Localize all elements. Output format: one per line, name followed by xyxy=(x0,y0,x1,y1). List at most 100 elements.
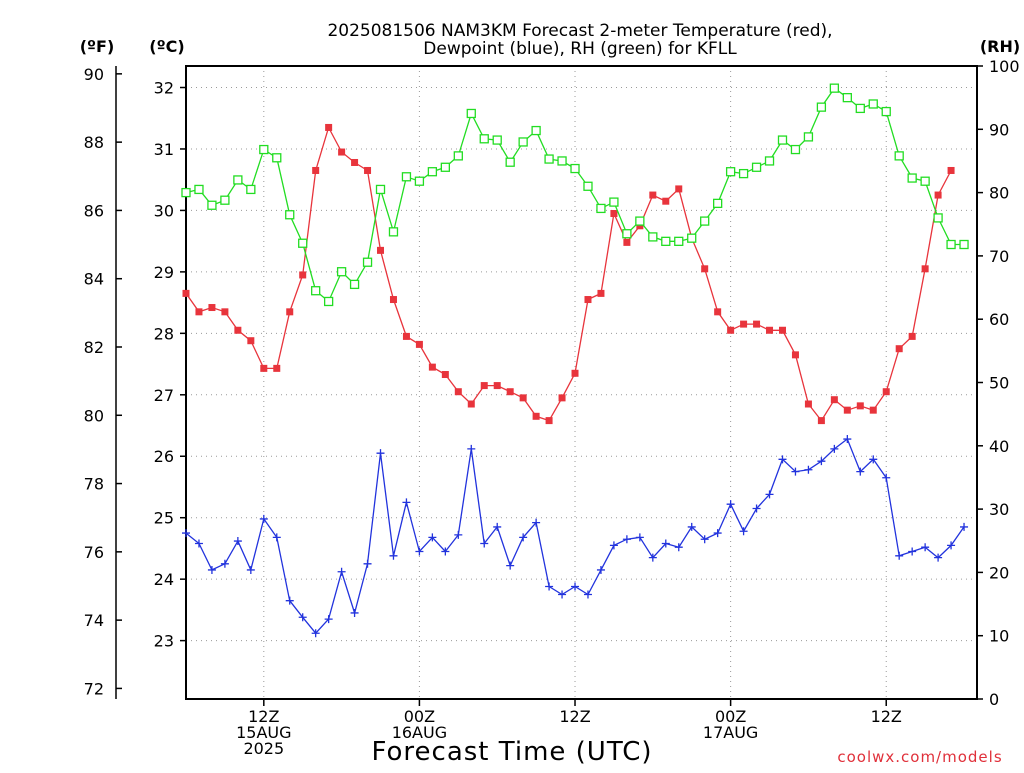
temperature-point xyxy=(441,371,449,379)
x-tick-label: 00Z xyxy=(715,707,746,726)
temperature-point xyxy=(830,396,838,404)
celsius-tick-label: 24 xyxy=(154,570,174,589)
rh-tick-label: 20 xyxy=(989,563,1009,582)
temperature-point xyxy=(610,209,618,217)
temperature-point xyxy=(351,158,359,166)
dewpoint-point xyxy=(661,539,670,548)
temperature-point xyxy=(934,191,942,199)
celsius-unit-label: (ºC) xyxy=(149,37,184,56)
dewpoint-point xyxy=(428,533,437,542)
temperature-point xyxy=(753,320,761,328)
plot-frame xyxy=(185,65,978,700)
rh-point xyxy=(609,197,619,207)
temperature-point xyxy=(221,308,229,316)
celsius-tick-label: 25 xyxy=(154,509,174,528)
temperature-point xyxy=(766,326,774,334)
temperature-point xyxy=(675,185,683,193)
temperature-point xyxy=(791,351,799,359)
rh-point xyxy=(700,216,710,226)
x-tick-label: 15AUG xyxy=(236,723,291,742)
temperature-point xyxy=(195,308,203,316)
fahrenheit-tick-label: 86 xyxy=(84,201,104,220)
rh-tick-label: 70 xyxy=(989,247,1009,266)
temperature-point xyxy=(467,400,475,408)
temperature-point xyxy=(636,222,644,230)
rh-point xyxy=(777,135,788,145)
x-tick-label: 16AUG xyxy=(392,723,447,742)
rh-point xyxy=(220,195,230,205)
dewpoint-point xyxy=(843,435,852,444)
rh-point xyxy=(466,108,476,119)
fahrenheit-tick-label: 78 xyxy=(84,475,104,494)
temperature-point xyxy=(182,289,190,297)
dewpoint-point xyxy=(934,553,943,562)
rh-point xyxy=(246,184,256,195)
dewpoint-point xyxy=(622,535,631,544)
temperature-point xyxy=(701,265,709,273)
dewpoint-point xyxy=(415,547,424,556)
rh-point xyxy=(349,279,360,290)
fahrenheit-tick-label: 76 xyxy=(84,543,104,562)
dewpoint-point xyxy=(609,541,618,550)
rh-tick-label: 60 xyxy=(989,310,1009,329)
rh-unit-label: (RH) xyxy=(980,37,1020,56)
temperature-point xyxy=(882,388,890,396)
chart-title-line-1: 2025081506 NAM3KM Forecast 2-meter Tempe… xyxy=(327,21,832,41)
temperature-point xyxy=(623,238,631,246)
rh-point xyxy=(933,213,943,223)
dewpoint-point xyxy=(350,608,359,617)
rh-point xyxy=(285,210,295,220)
dewpoint-point xyxy=(778,455,787,464)
temperature-point xyxy=(908,332,916,340)
dewpoint-point xyxy=(635,533,644,542)
rh-tick-label: 30 xyxy=(989,500,1009,519)
rh-tick-label: 90 xyxy=(989,120,1009,139)
dewpoint-point xyxy=(817,457,826,466)
temperature-point xyxy=(428,363,436,371)
fahrenheit-tick-label: 74 xyxy=(84,611,104,630)
temperature-point xyxy=(299,271,307,279)
temperature-point xyxy=(312,166,320,174)
fahrenheit-tick-label: 72 xyxy=(84,679,104,698)
rh-point xyxy=(207,200,217,210)
rh-point xyxy=(440,162,450,172)
x-tick-label: 2025 xyxy=(243,739,284,758)
dewpoint-point xyxy=(921,543,930,552)
dewpoint-point xyxy=(311,629,320,638)
dewpoint-point xyxy=(233,537,242,546)
dewpoint-point xyxy=(739,527,748,536)
rh-point xyxy=(687,233,697,243)
temperature-point xyxy=(402,332,410,340)
rh-point xyxy=(544,154,554,164)
temperature-point xyxy=(247,337,255,345)
rh-point xyxy=(829,83,840,93)
series-dewpoint xyxy=(182,435,969,638)
celsius-tick-label: 27 xyxy=(154,386,174,405)
fahrenheit-tick-label: 82 xyxy=(84,338,104,357)
rh-tick-label: 0 xyxy=(989,690,999,709)
temperature-point xyxy=(584,296,592,304)
temperature-point xyxy=(506,388,514,396)
rh-tick-label: 10 xyxy=(989,627,1009,646)
dewpoint-point xyxy=(895,551,904,560)
rh-point xyxy=(311,286,321,296)
dewpoint-point xyxy=(298,613,307,622)
dewpoint-point xyxy=(467,444,476,453)
temperature-point xyxy=(532,412,540,420)
dewpoint-point xyxy=(376,449,385,458)
dewpoint-point xyxy=(908,547,917,556)
rh-point xyxy=(725,167,736,177)
temperature-point xyxy=(778,326,786,334)
temperature-point xyxy=(597,289,605,297)
dewpoint-point xyxy=(532,518,541,527)
temperature-point xyxy=(727,326,735,334)
celsius-tick-label: 23 xyxy=(154,632,174,651)
rh-point xyxy=(336,267,347,277)
rh-point xyxy=(959,239,969,250)
rh-point xyxy=(803,132,814,142)
temperature-point xyxy=(273,364,281,372)
x-tick-label: 17AUG xyxy=(703,723,758,742)
dewpoint-point xyxy=(947,541,956,550)
dewpoint-point xyxy=(324,615,333,624)
temperature-point xyxy=(714,308,722,316)
